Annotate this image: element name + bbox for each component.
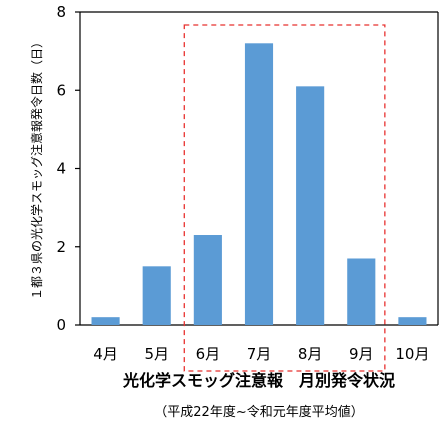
x-tick-label: 4月	[93, 345, 118, 363]
chart-title: 光化学スモッグ注意報 月別発令状況	[122, 371, 395, 390]
bar-5	[296, 86, 325, 326]
x-tick-label: 6月	[196, 345, 221, 363]
bar-3	[193, 235, 222, 325]
x-tick-label: 7月	[247, 345, 272, 363]
y-tick-label: 8	[56, 3, 66, 21]
x-tick-label: 8月	[298, 345, 323, 363]
y-tick-label: 6	[56, 81, 66, 99]
bar-7	[398, 317, 427, 325]
bar-2	[142, 266, 171, 325]
highlight-box	[183, 24, 386, 372]
bar-1	[91, 317, 120, 325]
y-tick-label: 0	[56, 316, 66, 334]
x-tick-label: 10月	[395, 345, 429, 363]
y-axis-label: １都３県の光化学スモッグ注意報発令日数（日）	[29, 36, 44, 300]
x-tick-label: 5月	[144, 345, 169, 363]
y-tick-group: 0 2 4 6 8	[56, 3, 80, 334]
y-tick-label: 2	[56, 238, 66, 256]
chart-subtitle: （平成22年度~令和元年度平均値）	[154, 404, 363, 420]
x-tick-label: 9月	[349, 345, 374, 363]
bar-6	[347, 258, 376, 325]
bar-group	[91, 43, 427, 326]
x-tick-label-group: 4月 5月 6月 7月 8月 9月 10月	[93, 345, 429, 363]
y-tick-label: 4	[56, 160, 66, 178]
bar-4	[244, 43, 274, 326]
